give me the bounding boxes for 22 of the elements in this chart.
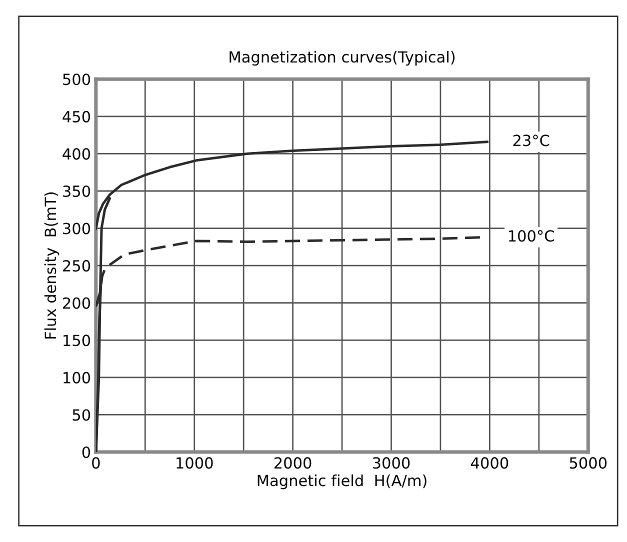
y-tick-label: 250 — [63, 260, 90, 272]
y-tick-label: 200 — [63, 297, 90, 309]
x-tick-label: 5000 — [570, 457, 607, 469]
series-label: 100°C — [508, 230, 554, 242]
x-tick-label: 4000 — [470, 457, 508, 469]
y-axis-title: Flux density B(mT) — [44, 192, 60, 339]
series-label: 23°C — [513, 134, 550, 146]
y-tick-label: 100 — [64, 372, 90, 384]
y-tick-label: 350 — [63, 185, 90, 198]
y-tick-label: 500 — [63, 74, 90, 86]
x-tick-label: 2000 — [274, 457, 312, 469]
chart-title: Magnetization curves(Typical) — [230, 50, 455, 66]
y-tick-label: 0 — [82, 446, 90, 458]
y-tick-label: 50 — [72, 409, 90, 421]
y-tick-label: 450 — [62, 110, 90, 122]
y-tick-label: 150 — [64, 334, 90, 346]
y-tick-label: 300 — [63, 222, 90, 234]
x-tick-label: 0 — [92, 457, 100, 469]
y-tick-label: 400 — [62, 148, 90, 160]
x-tick-label: 3000 — [372, 457, 410, 469]
x-axis-title: Magnetic field H(A/m) — [258, 474, 426, 490]
x-tick-label: 1000 — [176, 457, 213, 469]
